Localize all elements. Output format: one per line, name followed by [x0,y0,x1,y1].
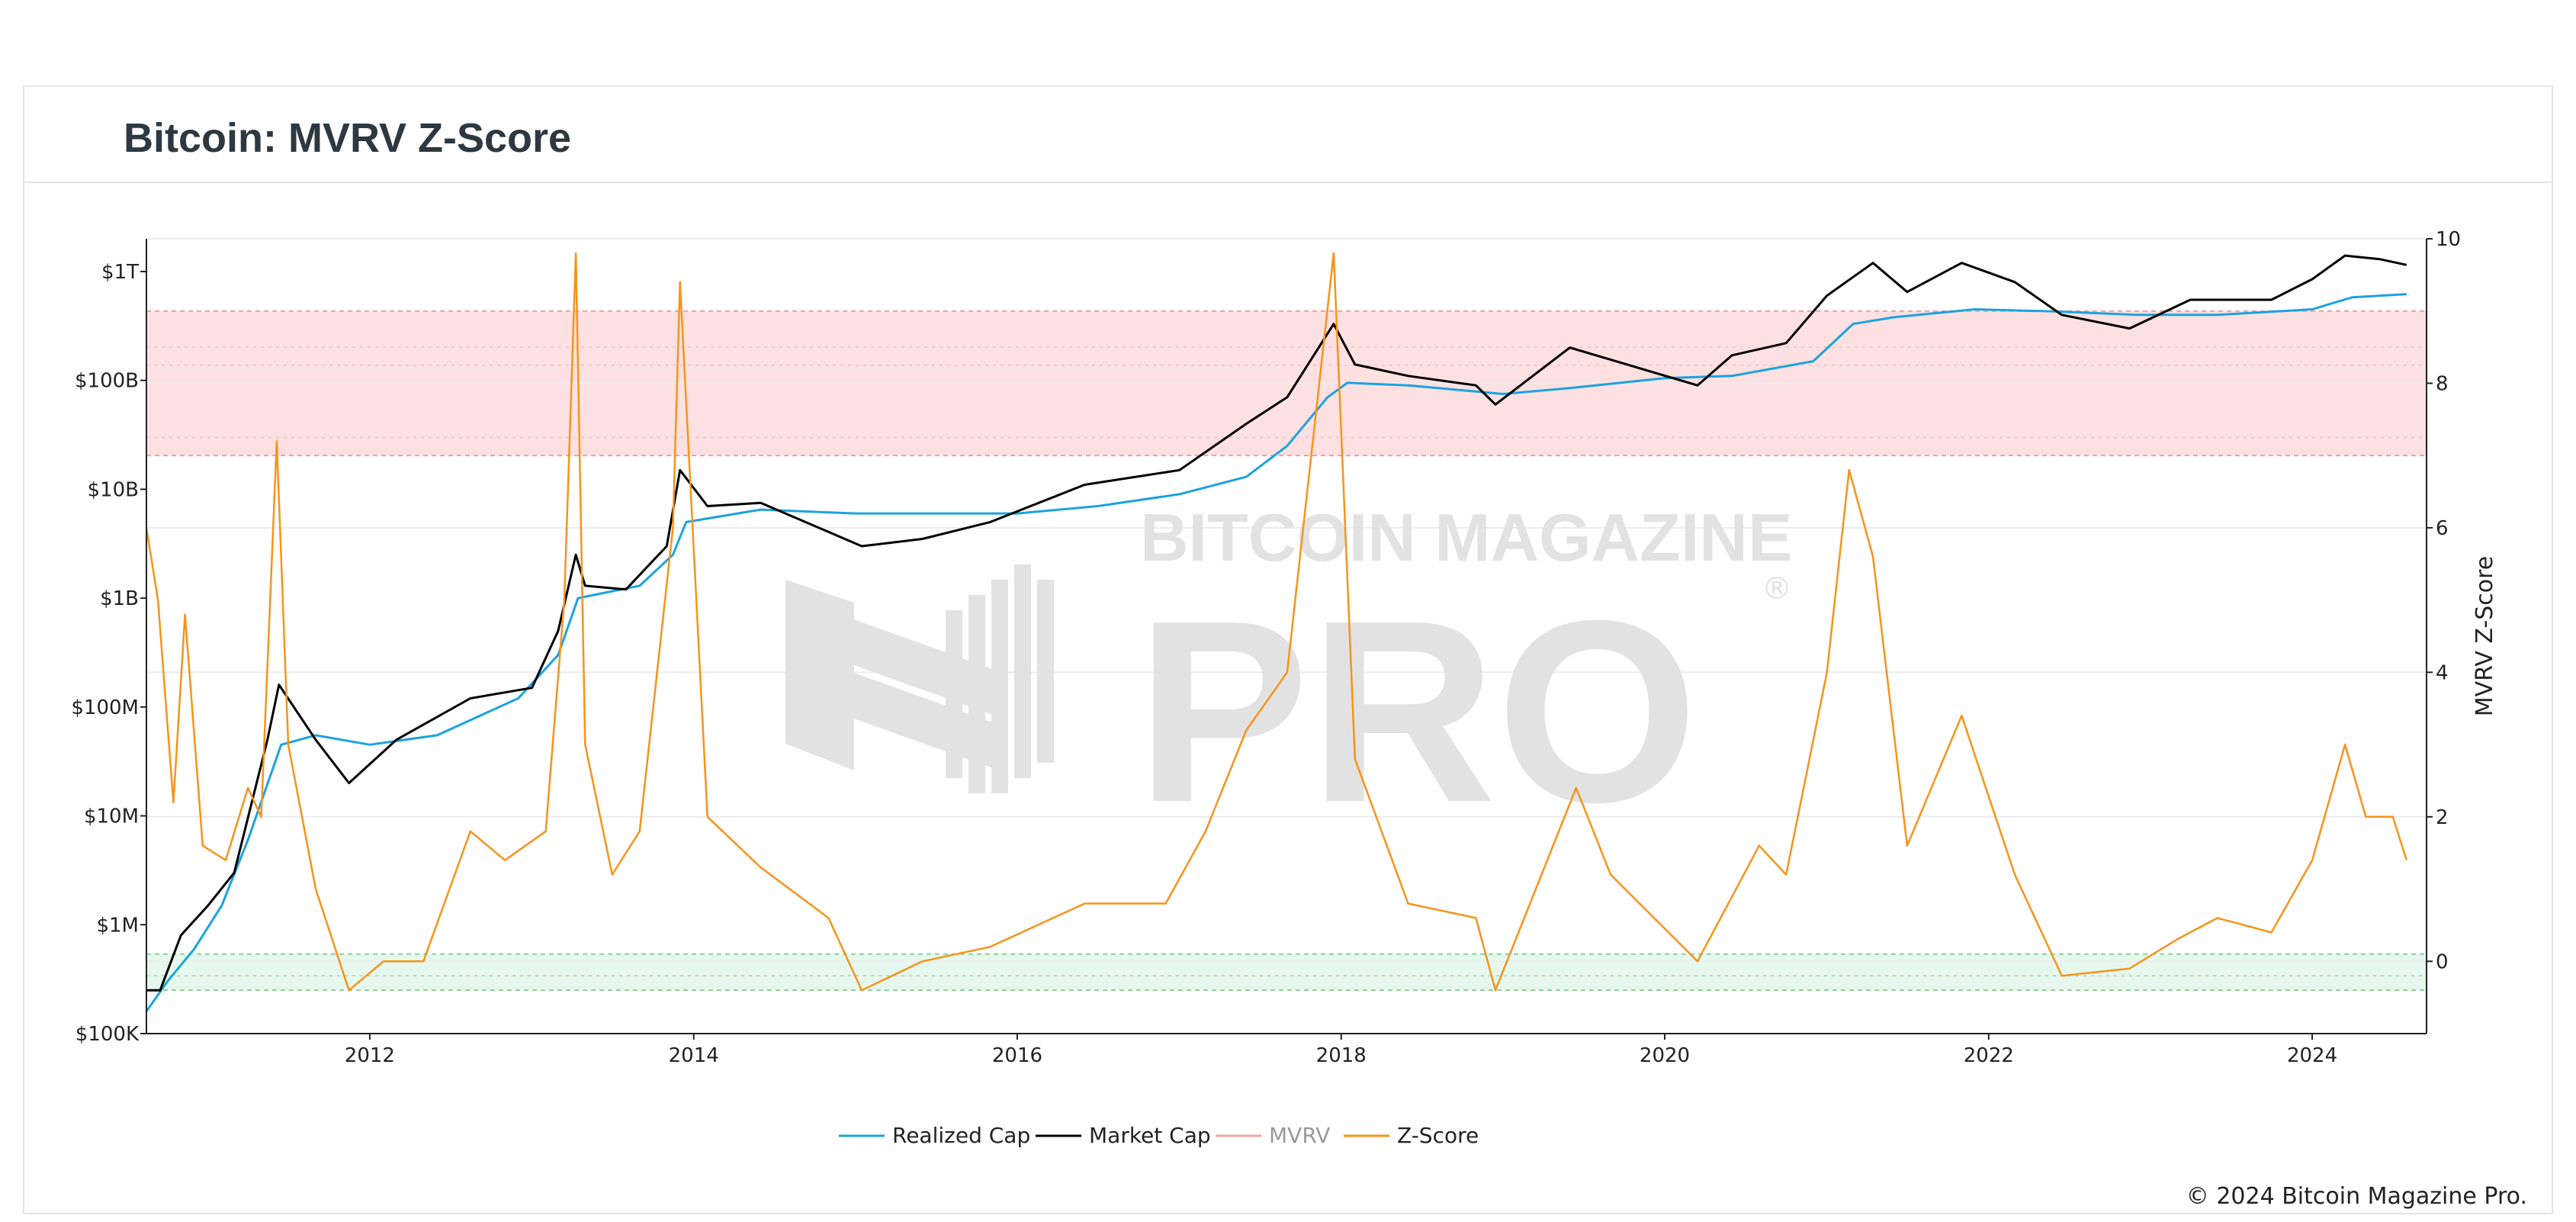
y-left-tick-label: $100K [75,1023,140,1046]
y-left-tick-label: $100B [75,370,139,393]
x-tick-label: 2012 [345,1044,395,1067]
chart-header: Bitcoin: MVRV Z-Score [24,87,2552,183]
legend-item-realized-cap: Realized Cap [839,1123,1030,1148]
y-left-tick-label: $1M [96,914,139,937]
legend: Realized Cap Market Cap MVRV Z-Score [839,1123,1479,1148]
y-left-tick-label: $1T [101,261,139,284]
y-left-tick-label: $100M [71,696,139,719]
legend-item-mvrv: MVRV [1216,1123,1330,1148]
x-tick-label: 2024 [2287,1044,2337,1067]
y-right-tick-label: 8 [2436,372,2449,395]
axes-layer: $100K $1M $10M $100M $1B $10B $100B $1T 0 2 4 6 8 10 2… [71,228,2498,1067]
chart-panel: Bitcoin: MVRV Z-Score [23,85,2553,1214]
watermark-main-text: PRO [1136,567,1698,857]
legend-label: MVRV [1269,1123,1330,1148]
series-layer [145,252,2407,1012]
watermark: BITCOIN MAGAZINE PRO ® [785,500,1793,857]
green-band [146,953,2427,991]
copyright-text: © 2024 Bitcoin Magazine Pro. [2186,1183,2527,1210]
y-left-tick-label: $1B [100,587,139,610]
y-right-tick-label: 10 [2436,228,2461,251]
legend-item-z-score: Z-Score [1344,1123,1479,1148]
watermark-logo-icon [785,564,1054,793]
market-cap-line [146,254,2407,992]
watermark-top-text: BITCOIN MAGAZINE [1140,500,1793,575]
y-left-tick-label: $10M [84,806,139,828]
x-tick-label: 2014 [669,1044,719,1067]
realized-cap-line [145,293,2407,1012]
legend-label: Market Cap [1089,1123,1211,1148]
legend-item-market-cap: Market Cap [1036,1123,1211,1148]
y-right-tick-label: 0 [2436,950,2449,973]
y-right-tick-label: 6 [2436,517,2449,540]
x-tick-label: 2016 [992,1044,1042,1067]
x-tick-label: 2022 [1964,1044,2014,1067]
legend-label: Realized Cap [892,1123,1030,1148]
y-right-tick-label: 2 [2436,806,2449,829]
legend-label: Z-Score [1397,1123,1479,1148]
x-tick-label: 2020 [1640,1044,1690,1067]
z-score-line [145,252,2407,992]
page-title: Bitcoin: MVRV Z-Score [124,115,572,161]
y-right-tick-label: 4 [2436,661,2449,684]
x-tick-label: 2018 [1316,1044,1367,1067]
watermark-registered-mark: ® [1762,571,1792,606]
y-left-tick-label: $10B [88,478,139,501]
y-right-axis-title: MVRV Z-Score [2472,556,2498,717]
